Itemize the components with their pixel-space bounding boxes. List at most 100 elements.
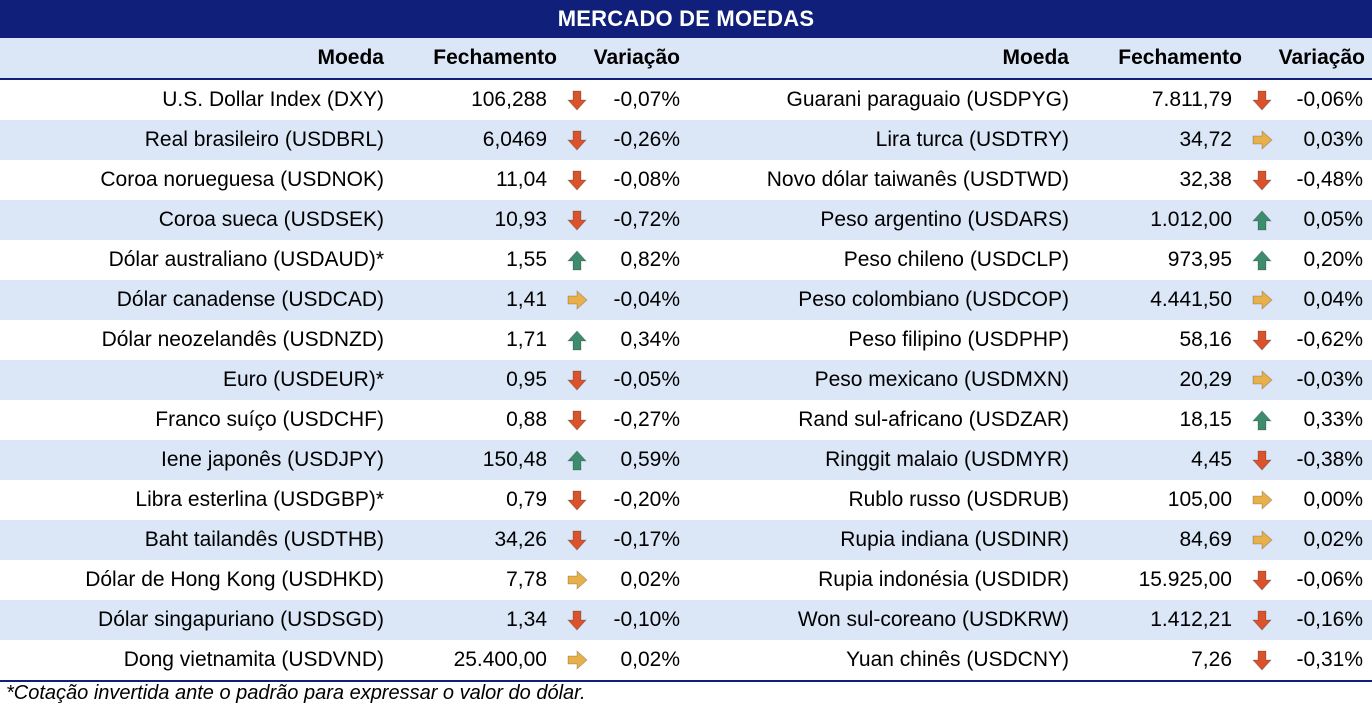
trend-down-arrow-icon: [566, 209, 588, 231]
currency-name: Coroa norueguesa (USDNOK): [100, 168, 384, 191]
currency-name: Coroa sueca (USDSEK): [158, 208, 384, 231]
change-percent: 0,33%: [1303, 408, 1363, 431]
trend-down-arrow-icon: [1251, 569, 1273, 591]
table-row: Dólar de Hong Kong (USDHKD) 7,78 0,02% Rupi…: [0, 560, 1372, 600]
closing-value: 4.441,50: [1150, 288, 1232, 311]
table-row: Franco suíço (USDCHF) 0,88 -0,27% Rand sul-…: [0, 400, 1372, 440]
currency-name: Dólar de Hong Kong (USDHKD): [85, 568, 384, 591]
currency-name: Rand sul-africano (USDZAR): [798, 408, 1069, 431]
trend-down-arrow-icon: [566, 369, 588, 391]
header-close-left: Fechamento: [433, 46, 557, 69]
trend-down-arrow-icon: [566, 169, 588, 191]
header-currency-right: Moeda: [1002, 46, 1069, 69]
trend-down-arrow-icon: [566, 129, 588, 151]
trend-up-arrow-icon: [1251, 409, 1273, 431]
trend-down-arrow-icon: [566, 409, 588, 431]
closing-value: 15.925,00: [1138, 568, 1232, 591]
currency-name: Peso mexicano (USDMXN): [814, 368, 1069, 391]
change-percent: -0,20%: [613, 488, 680, 511]
table-row: Dólar canadense (USDCAD) 1,41 -0,04% Peso c…: [0, 280, 1372, 320]
trend-up-arrow-icon: [1251, 209, 1273, 231]
change-percent: -0,16%: [1296, 608, 1363, 631]
currency-name: Dólar neozelandês (USDNZD): [101, 328, 384, 351]
currency-name: Peso argentino (USDARS): [820, 208, 1069, 231]
closing-value: 7,26: [1191, 648, 1232, 671]
trend-up-arrow-icon: [1251, 249, 1273, 271]
change-percent: -0,08%: [613, 168, 680, 191]
closing-value: 106,288: [471, 88, 547, 111]
closing-value: 7,78: [506, 568, 547, 591]
trend-flat-arrow-icon: [1251, 489, 1273, 511]
header-close-right: Fechamento: [1118, 46, 1242, 69]
table-row: Coroa sueca (USDSEK) 10,93 -0,72% Peso arge…: [0, 200, 1372, 240]
footnote: *Cotação invertida ante o padrão para ex…: [6, 682, 586, 704]
closing-value: 1.012,00: [1150, 208, 1232, 231]
table-row: Dólar singapuriano (USDSGD) 1,34 -0,10% Won…: [0, 600, 1372, 640]
change-percent: 0,05%: [1303, 208, 1363, 231]
currency-name: Dólar canadense (USDCAD): [116, 288, 384, 311]
change-percent: 0,02%: [1303, 528, 1363, 551]
table-row: Libra esterlina (USDGBP)* 0,79 -0,20% Rublo…: [0, 480, 1372, 520]
currency-name: Won sul-coreano (USDKRW): [797, 608, 1069, 631]
closing-value: 10,93: [494, 208, 547, 231]
currency-name: Dólar singapuriano (USDSGD): [98, 608, 384, 631]
trend-down-arrow-icon: [566, 489, 588, 511]
table-title: MERCADO DE MOEDAS: [0, 0, 1372, 38]
closing-value: 105,00: [1167, 488, 1232, 511]
table-body: U.S. Dollar Index (DXY) 106,288 -0,07% Guar…: [0, 80, 1372, 680]
change-percent: 0,02%: [620, 648, 680, 671]
closing-value: 32,38: [1179, 168, 1232, 191]
trend-down-arrow-icon: [566, 529, 588, 551]
table-row: Euro (USDEUR)* 0,95 -0,05% Peso mexicano (U…: [0, 360, 1372, 400]
trend-flat-arrow-icon: [1251, 369, 1273, 391]
change-percent: -0,38%: [1296, 448, 1363, 471]
trend-flat-arrow-icon: [1251, 529, 1273, 551]
currency-name: Dong vietnamita (USDVND): [123, 648, 384, 671]
change-percent: 0,00%: [1303, 488, 1363, 511]
currency-name: Ringgit malaio (USDMYR): [825, 448, 1069, 471]
currency-name: Franco suíço (USDCHF): [155, 408, 384, 431]
closing-value: 1,55: [506, 248, 547, 271]
column-header-row: Moeda Fechamento Variação Moeda Fechamen…: [0, 38, 1372, 80]
trend-down-arrow-icon: [1251, 649, 1273, 671]
change-percent: -0,26%: [613, 128, 680, 151]
change-percent: -0,10%: [613, 608, 680, 631]
table-row: Dólar neozelandês (USDNZD) 1,71 0,34% Peso …: [0, 320, 1372, 360]
trend-flat-arrow-icon: [1251, 289, 1273, 311]
table-row: Iene japonês (USDJPY) 150,48 0,59% Ringgit …: [0, 440, 1372, 480]
closing-value: 34,26: [494, 528, 547, 551]
header-currency-left: Moeda: [317, 46, 384, 69]
currency-name: Novo dólar taiwanês (USDTWD): [766, 168, 1069, 191]
trend-flat-arrow-icon: [566, 569, 588, 591]
currency-name: Peso colombiano (USDCOP): [798, 288, 1069, 311]
currency-name: Dólar australiano (USDAUD)*: [108, 248, 384, 271]
currency-name: Real brasileiro (USDBRL): [144, 128, 384, 151]
header-change-left: Variação: [593, 46, 680, 69]
trend-flat-arrow-icon: [566, 289, 588, 311]
closing-value: 7.811,79: [1151, 88, 1232, 111]
change-percent: -0,72%: [613, 208, 680, 231]
change-percent: -0,06%: [1296, 568, 1363, 591]
closing-value: 0,95: [506, 368, 547, 391]
table-row: Dong vietnamita (USDVND) 25.400,00 0,02% Yu…: [0, 640, 1372, 680]
table-bottom-border: [0, 680, 1372, 682]
trend-down-arrow-icon: [566, 89, 588, 111]
trend-down-arrow-icon: [1251, 89, 1273, 111]
change-percent: 0,03%: [1303, 128, 1363, 151]
change-percent: 0,04%: [1303, 288, 1363, 311]
closing-value: 1,71: [506, 328, 547, 351]
currency-name: Rublo russo (USDRUB): [848, 488, 1069, 511]
change-percent: 0,34%: [620, 328, 680, 351]
change-percent: -0,06%: [1296, 88, 1363, 111]
table-row: Coroa norueguesa (USDNOK) 11,04 -0,08% Novo…: [0, 160, 1372, 200]
currency-name: Euro (USDEUR)*: [222, 368, 384, 391]
change-percent: -0,62%: [1296, 328, 1363, 351]
currency-name: Yuan chinês (USDCNY): [846, 648, 1069, 671]
currency-name: Libra esterlina (USDGBP)*: [135, 488, 384, 511]
currency-name: Peso filipino (USDPHP): [848, 328, 1069, 351]
currency-name: U.S. Dollar Index (DXY): [162, 88, 384, 111]
trend-flat-arrow-icon: [1251, 129, 1273, 151]
change-percent: 0,20%: [1303, 248, 1363, 271]
table-row: Baht tailandês (USDTHB) 34,26 -0,17% Rupia …: [0, 520, 1372, 560]
table-row: U.S. Dollar Index (DXY) 106,288 -0,07% Guar…: [0, 80, 1372, 120]
